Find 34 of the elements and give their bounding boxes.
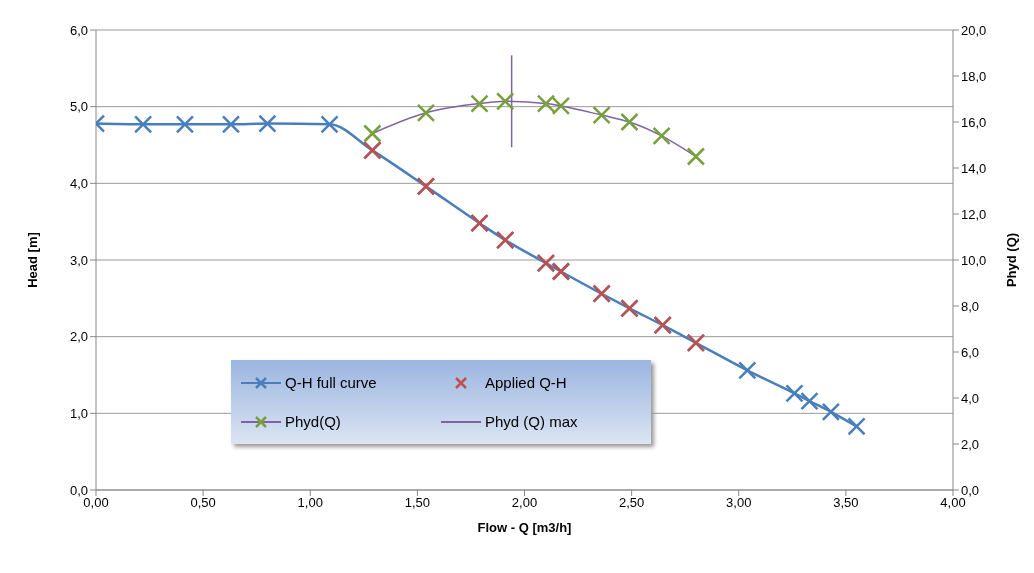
y2-tick-label: 2,0 [961, 436, 980, 452]
y2-tick-label: 10,0 [961, 252, 987, 268]
y-tick-label: 3,0 [69, 252, 88, 268]
y2-tick-label: 4,0 [961, 390, 980, 406]
y2-tick-label: 20,0 [961, 22, 987, 38]
x-tick-label: 2,50 [618, 495, 645, 511]
x-tick-label: 3,50 [833, 495, 859, 511]
y-tick-label: 4,0 [69, 175, 88, 191]
y2-tick-label: 8,0 [961, 298, 980, 314]
y2-tick-label: 16,0 [961, 114, 987, 130]
x-tick-label: 2,00 [511, 495, 538, 511]
x-tick-label: 0,50 [190, 495, 216, 511]
y2-tick-label: 12,0 [961, 206, 987, 222]
x-tick-label: 1,50 [404, 495, 431, 511]
y2-tick-label: 18,0 [961, 68, 987, 84]
legend-label: Phyd (Q) max [485, 413, 578, 430]
legend-label: Q-H full curve [285, 374, 377, 391]
x-tick-label: 4,00 [940, 495, 966, 511]
x-tick-label: 1,00 [297, 495, 323, 511]
y-tick-label: 0,0 [69, 482, 88, 498]
x-tick-label: 3,00 [726, 495, 752, 511]
y2-tick-label: 14,0 [961, 160, 987, 176]
y-tick-label: 6,0 [69, 22, 88, 38]
x-axis-title: Flow - Q [m3/h] [477, 520, 572, 535]
y-tick-label: 2,0 [69, 329, 88, 345]
legend-label: Phyd(Q) [285, 413, 341, 430]
y-tick-label: 5,0 [69, 99, 88, 115]
y-axis-title: Head [m] [24, 232, 40, 288]
y2-tick-label: 0,0 [961, 482, 980, 498]
y-tick-label: 1,0 [69, 405, 88, 421]
x-tick-label: 0,00 [83, 495, 109, 511]
y2-tick-label: 6,0 [961, 344, 980, 360]
legend-label: Applied Q-H [485, 374, 567, 391]
y2-axis-title: Phyd (Q) [1003, 232, 1019, 288]
